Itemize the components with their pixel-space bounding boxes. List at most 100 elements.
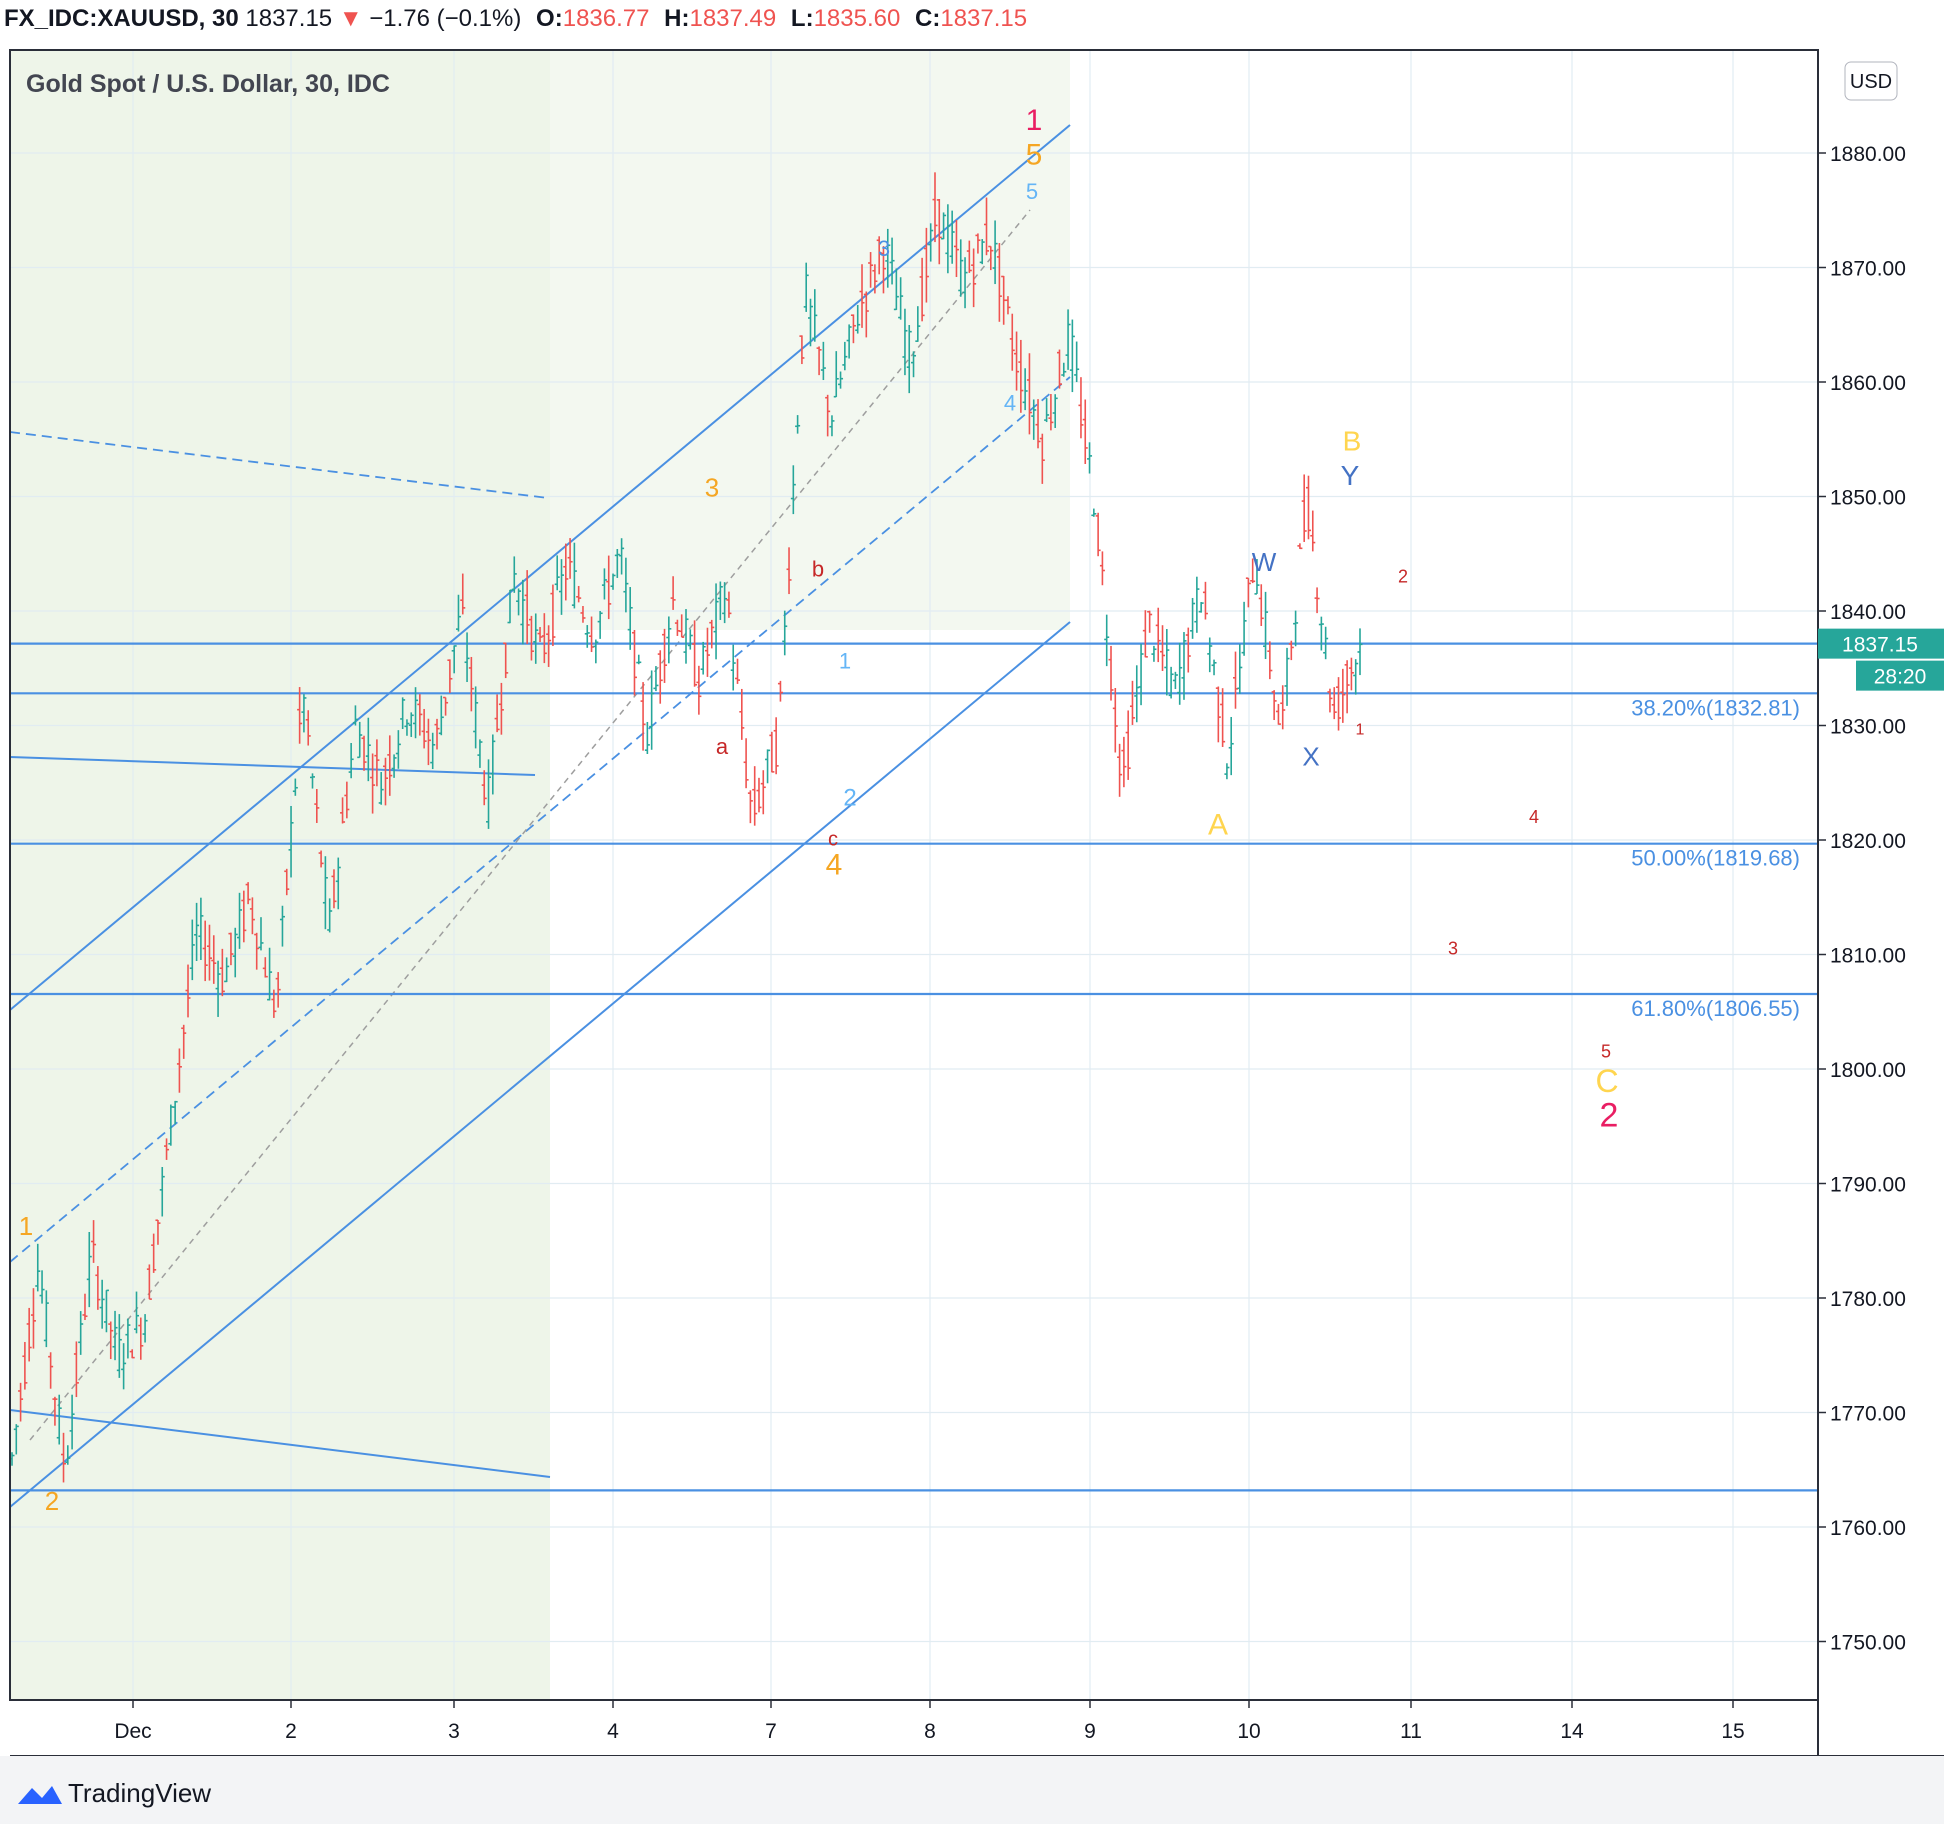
- countdown-label: 28:20: [1874, 666, 1927, 689]
- wave-label: X: [1302, 742, 1319, 772]
- candle: [1014, 331, 1020, 391]
- candle: [636, 654, 642, 665]
- candle: [812, 289, 818, 342]
- currency-label: USD: [1850, 71, 1892, 93]
- wave-label: 3: [1448, 939, 1458, 959]
- tradingview-logo[interactable]: TradingView: [68, 1778, 212, 1808]
- candle: [1022, 368, 1028, 411]
- wave-label: 2: [45, 1486, 59, 1516]
- candle: [224, 957, 230, 983]
- wave-label: W: [1252, 547, 1277, 577]
- candle: [662, 628, 668, 683]
- candle: [1314, 587, 1320, 614]
- candle: [198, 897, 204, 960]
- candle: [35, 1243, 41, 1292]
- candle: [550, 584, 556, 647]
- candle: [121, 1343, 127, 1390]
- candle: [1087, 442, 1093, 474]
- wave-label: 2: [1398, 566, 1408, 586]
- candle: [936, 199, 942, 265]
- tradingview-cloud-icon[interactable]: [14, 1780, 64, 1808]
- candle: [747, 790, 753, 824]
- candle: [297, 687, 303, 744]
- candle: [1348, 657, 1354, 691]
- candle: [1035, 399, 1041, 449]
- candle: [1275, 703, 1281, 725]
- candle: [1293, 610, 1299, 647]
- down-arrow-icon: ▼: [338, 5, 363, 32]
- candle: [361, 735, 367, 771]
- candle: [481, 770, 487, 806]
- y-tick-label: 1850.00: [1830, 487, 1906, 510]
- candle: [915, 306, 921, 342]
- candle: [988, 245, 994, 271]
- candle: [1220, 688, 1226, 747]
- candle: [992, 220, 998, 285]
- candle: [923, 227, 929, 303]
- candle: [958, 239, 964, 297]
- y-tick-label: 1770.00: [1830, 1403, 1906, 1426]
- candle: [61, 1432, 67, 1483]
- candle: [1250, 558, 1256, 584]
- candle: [1104, 614, 1110, 667]
- candle: [1331, 687, 1337, 720]
- candle: [1095, 512, 1101, 557]
- candle: [722, 582, 728, 624]
- candle: [267, 947, 273, 1001]
- candle: [451, 645, 457, 674]
- candle: [563, 543, 569, 601]
- candle: [1117, 743, 1123, 797]
- candle: [99, 1279, 105, 1329]
- wave-label: 5: [1026, 179, 1038, 204]
- candle: [872, 264, 878, 294]
- candle: [232, 927, 238, 978]
- wave-label: b: [812, 557, 824, 582]
- candle: [704, 627, 710, 677]
- candle: [348, 742, 354, 779]
- price-tags: 1837.15 28:20: [1818, 628, 1944, 691]
- candle: [288, 805, 294, 878]
- candle: [417, 694, 423, 736]
- candle: [816, 346, 822, 376]
- candle: [378, 772, 384, 805]
- price-chart[interactable]: 38.20%(1832.81) 50.00%(1819.68) 61.80%(180…: [0, 0, 1944, 1760]
- candle: [438, 695, 444, 736]
- candle: [1267, 641, 1273, 680]
- candle: [404, 719, 410, 736]
- candle: [1280, 685, 1286, 730]
- candle: [18, 1382, 24, 1422]
- candle: [679, 614, 685, 638]
- candle: [112, 1310, 118, 1361]
- candle: [528, 615, 534, 661]
- y-tick-label: 1880.00: [1830, 143, 1906, 166]
- candle: [1271, 690, 1277, 721]
- candle: [443, 696, 449, 716]
- wave-label: 3: [705, 473, 719, 503]
- candle: [1327, 688, 1333, 713]
- candle: [39, 1270, 45, 1304]
- candle: [700, 641, 706, 675]
- candle: [1357, 628, 1363, 676]
- candle: [1044, 398, 1050, 423]
- candle: [292, 778, 298, 796]
- candle: [48, 1352, 54, 1389]
- candle: [1168, 666, 1174, 699]
- candle: [906, 324, 912, 394]
- candle: [932, 172, 938, 243]
- trend-channel: [9, 124, 1071, 1508]
- candle: [863, 291, 869, 338]
- candle: [546, 625, 552, 667]
- candle: [425, 718, 431, 766]
- candle: [1318, 616, 1324, 651]
- currency-button[interactable]: [1844, 61, 1898, 101]
- candle: [752, 766, 758, 826]
- symbol-name[interactable]: FX_IDC:XAUUSD, 30: [4, 5, 239, 32]
- candle: [846, 324, 852, 359]
- candle: [533, 613, 539, 664]
- candle: [1288, 640, 1294, 661]
- candle: [1091, 508, 1097, 517]
- candle: [1237, 644, 1243, 694]
- candle: [314, 789, 320, 823]
- candle: [473, 686, 479, 749]
